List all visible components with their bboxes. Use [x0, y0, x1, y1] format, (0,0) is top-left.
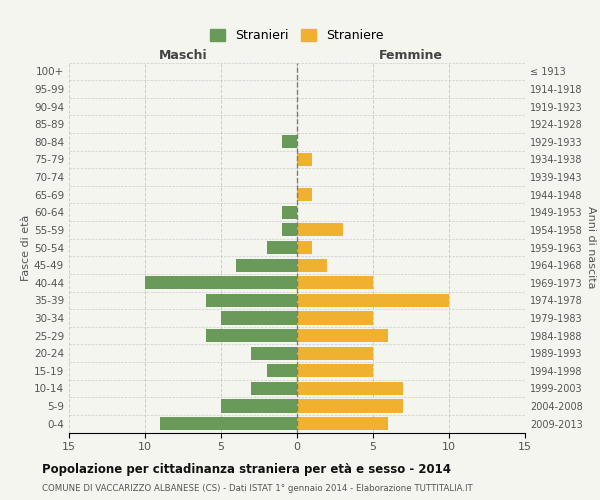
Bar: [297, 188, 312, 201]
Bar: [297, 294, 449, 307]
Bar: [206, 294, 297, 307]
Bar: [297, 276, 373, 289]
Bar: [282, 206, 297, 219]
Bar: [297, 346, 373, 360]
Bar: [297, 224, 343, 236]
Bar: [160, 417, 297, 430]
Bar: [282, 135, 297, 148]
Bar: [266, 364, 297, 378]
Text: Femmine: Femmine: [379, 48, 443, 62]
Bar: [221, 312, 297, 324]
Y-axis label: Fasce di età: Fasce di età: [21, 214, 31, 280]
Text: Popolazione per cittadinanza straniera per età e sesso - 2014: Popolazione per cittadinanza straniera p…: [42, 462, 451, 475]
Bar: [297, 417, 388, 430]
Bar: [297, 241, 312, 254]
Bar: [206, 329, 297, 342]
Bar: [297, 258, 328, 272]
Y-axis label: Anni di nascita: Anni di nascita: [587, 206, 596, 289]
Bar: [251, 382, 297, 395]
Bar: [297, 364, 373, 378]
Bar: [221, 400, 297, 412]
Bar: [145, 276, 297, 289]
Bar: [297, 312, 373, 324]
Bar: [297, 382, 403, 395]
Bar: [282, 224, 297, 236]
Bar: [266, 241, 297, 254]
Bar: [297, 153, 312, 166]
Legend: Stranieri, Straniere: Stranieri, Straniere: [205, 24, 389, 48]
Text: COMUNE DI VACCARIZZO ALBANESE (CS) - Dati ISTAT 1° gennaio 2014 - Elaborazione T: COMUNE DI VACCARIZZO ALBANESE (CS) - Dat…: [42, 484, 473, 493]
Bar: [297, 329, 388, 342]
Bar: [297, 400, 403, 412]
Text: Maschi: Maschi: [158, 48, 208, 62]
Bar: [251, 346, 297, 360]
Bar: [236, 258, 297, 272]
